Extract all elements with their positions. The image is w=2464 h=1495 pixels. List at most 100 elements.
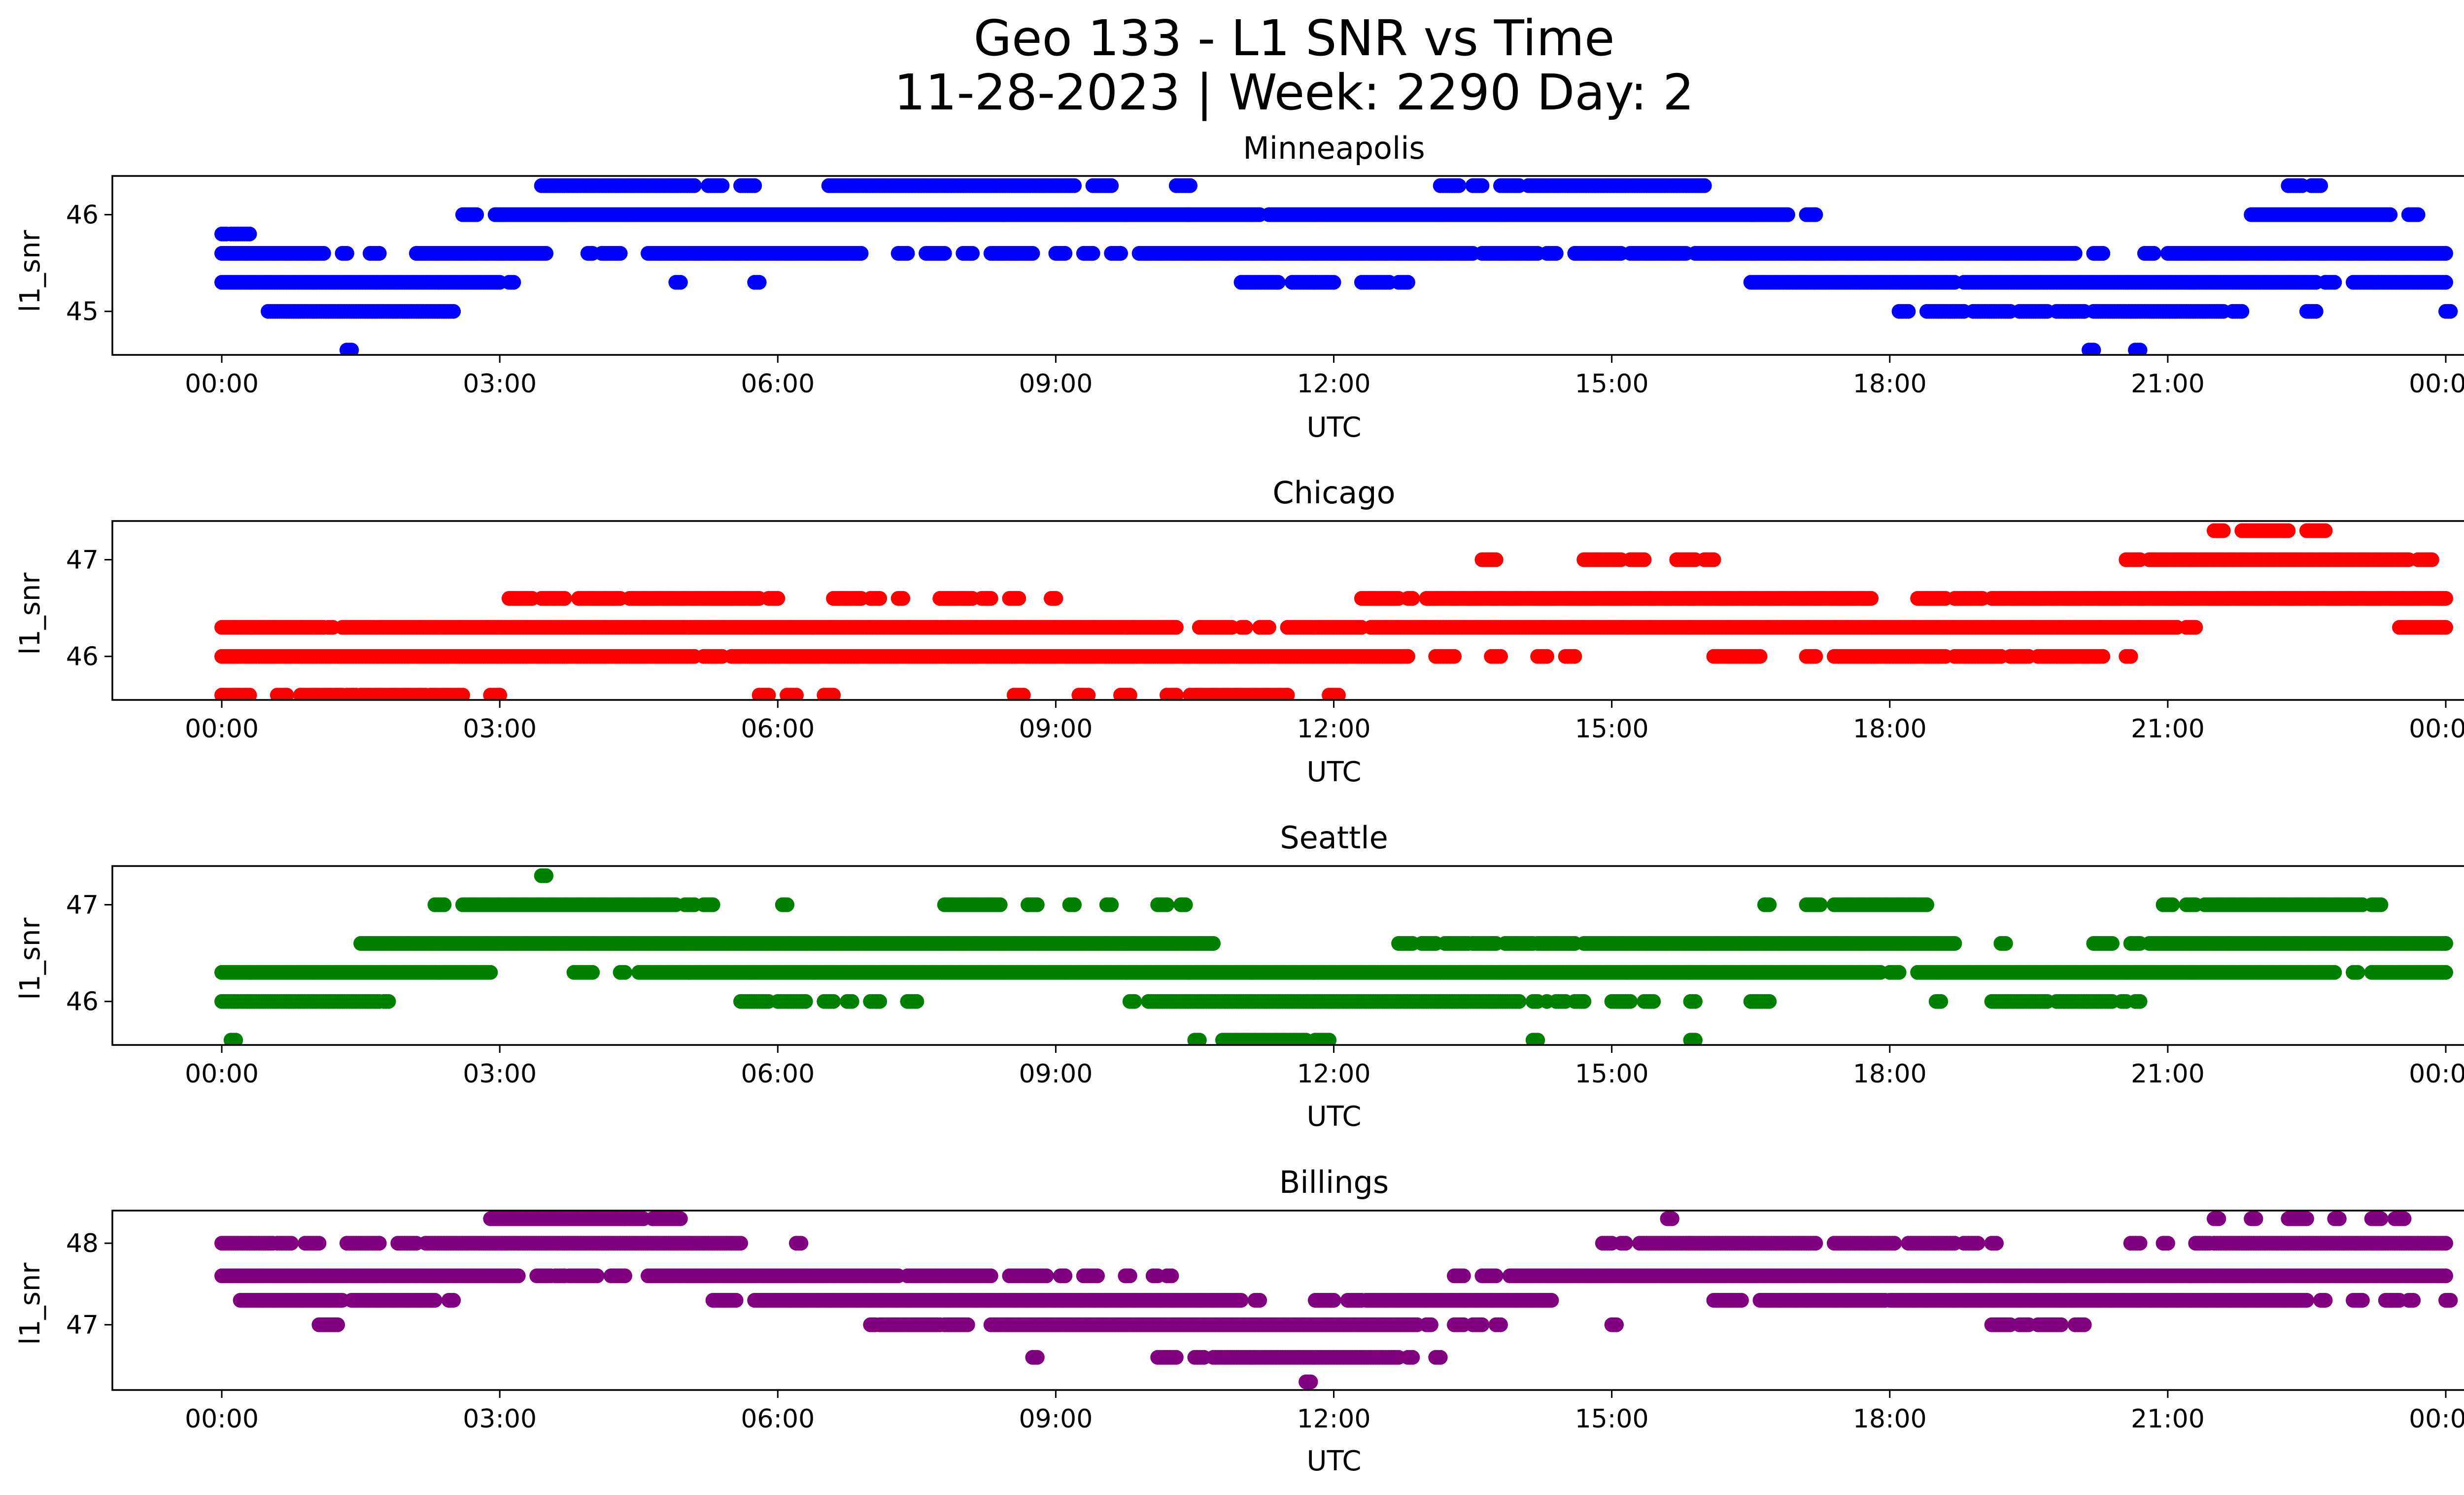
data-point xyxy=(242,226,257,242)
data-point xyxy=(492,688,508,700)
data-point xyxy=(854,246,869,261)
data-point xyxy=(1567,649,1582,664)
data-point xyxy=(770,591,786,606)
plot-area: 00:00 03:00 06:00 09:00 12:00 15:00 18:00 21:00… xyxy=(66,865,2464,1089)
x-axis-label: UTC xyxy=(1306,412,1361,444)
plot-area: 00:00 03:00 06:00 09:00 12:00 15:00 18:00 21:00… xyxy=(66,520,2464,744)
data-point xyxy=(965,246,980,261)
data-point xyxy=(1238,620,1253,635)
x-tick-label: 06:00 xyxy=(741,369,815,399)
data-point xyxy=(2410,207,2426,222)
axes-frame xyxy=(111,175,2464,356)
data-point xyxy=(1113,246,1128,261)
data-point xyxy=(242,688,257,700)
data-point xyxy=(2095,649,2111,664)
data-point xyxy=(1447,649,1462,664)
data-point xyxy=(2234,304,2250,319)
data-point xyxy=(279,688,294,700)
x-tick-label: 21:00 xyxy=(2131,369,2205,399)
data-point xyxy=(673,275,688,290)
data-point xyxy=(1808,207,1823,222)
data-point xyxy=(895,591,911,606)
x-tick-label: 00:00 xyxy=(2409,369,2464,399)
data-point xyxy=(752,275,767,290)
data-point xyxy=(983,591,998,606)
data-point xyxy=(1122,688,1137,700)
data-point xyxy=(2424,552,2439,567)
data-point xyxy=(1400,275,1415,290)
data-point xyxy=(1168,688,1184,700)
x-tick-label: 15:00 xyxy=(1575,714,1649,744)
x-tick-label: 03:00 xyxy=(463,369,537,399)
data-point xyxy=(1706,552,1721,567)
data-point xyxy=(2383,207,2398,222)
data-point xyxy=(2132,343,2148,355)
data-point xyxy=(1081,688,1096,700)
y-tick-label: 47 xyxy=(66,545,99,575)
data-point xyxy=(1025,246,1040,261)
data-point xyxy=(1016,688,1031,700)
data-point xyxy=(469,207,484,222)
series-points xyxy=(214,523,2453,700)
data-point xyxy=(900,246,915,261)
data-point xyxy=(1183,178,1198,193)
data-point xyxy=(2146,246,2161,261)
data-point xyxy=(1474,178,1490,193)
axes-frame xyxy=(111,520,2464,701)
data-point xyxy=(1637,552,1652,567)
data-point xyxy=(2438,275,2453,290)
data-point xyxy=(1331,688,1346,700)
x-tick-label: 18:00 xyxy=(1853,369,1927,399)
data-point xyxy=(1780,207,1795,222)
data-point xyxy=(788,688,804,700)
data-point xyxy=(1058,246,1073,261)
data-point xyxy=(2443,304,2458,319)
data-point xyxy=(937,246,952,261)
plot-area: 00:00 03:00 06:00 09:00 12:00 15:00 18:00 21:00… xyxy=(66,175,2464,399)
data-point xyxy=(372,246,387,261)
data-point xyxy=(1901,304,1916,319)
y-tick-label: 46 xyxy=(66,200,99,230)
data-point xyxy=(1085,246,1100,261)
data-point xyxy=(1048,591,1063,606)
panel-title: Seattle xyxy=(1280,820,1388,856)
data-point xyxy=(2308,304,2324,319)
data-point xyxy=(613,246,628,261)
data-point xyxy=(539,868,554,883)
x-tick-label: 09:00 xyxy=(1019,369,1093,399)
data-point xyxy=(1168,620,1184,635)
x-tick-label: 00:00 xyxy=(185,714,259,744)
x-tick-label: 00:00 xyxy=(185,369,259,399)
data-point xyxy=(761,688,776,700)
data-point xyxy=(1540,649,1554,664)
data-point xyxy=(1697,178,1712,193)
data-point xyxy=(339,246,354,261)
data-point xyxy=(437,897,452,912)
data-point xyxy=(1451,178,1467,193)
panel-title: Minneapolis xyxy=(1243,130,1425,166)
data-point xyxy=(1548,246,1564,261)
data-point xyxy=(1280,688,1295,700)
data-point xyxy=(1104,178,1119,193)
data-point xyxy=(1270,275,1286,290)
data-point xyxy=(2188,620,2203,635)
x-tick-label: 09:00 xyxy=(1019,714,1093,744)
series-points xyxy=(214,868,2453,1045)
data-point xyxy=(872,591,888,606)
y-axis-label: l1_snr xyxy=(14,917,46,1000)
y-tick-label: 45 xyxy=(66,297,99,327)
data-point xyxy=(747,178,762,193)
y-axis-label: l1_snr xyxy=(14,572,46,655)
y-axis-label: l1_snr xyxy=(14,230,46,313)
data-point xyxy=(446,304,461,319)
data-point xyxy=(1864,591,1879,606)
data-point xyxy=(2327,275,2342,290)
x-tick-label: 15:00 xyxy=(1575,369,1649,399)
x-tick-label: 21:00 xyxy=(2131,714,2205,744)
data-point xyxy=(2318,523,2333,538)
y-tick-label: 46 xyxy=(66,642,99,672)
data-point xyxy=(1808,649,1823,664)
data-point xyxy=(506,275,521,290)
panel-chicago: Chicago UTC l1_snr 00:00 03:00 06:00 09:00 1… xyxy=(14,475,2464,788)
data-point xyxy=(2095,246,2111,261)
